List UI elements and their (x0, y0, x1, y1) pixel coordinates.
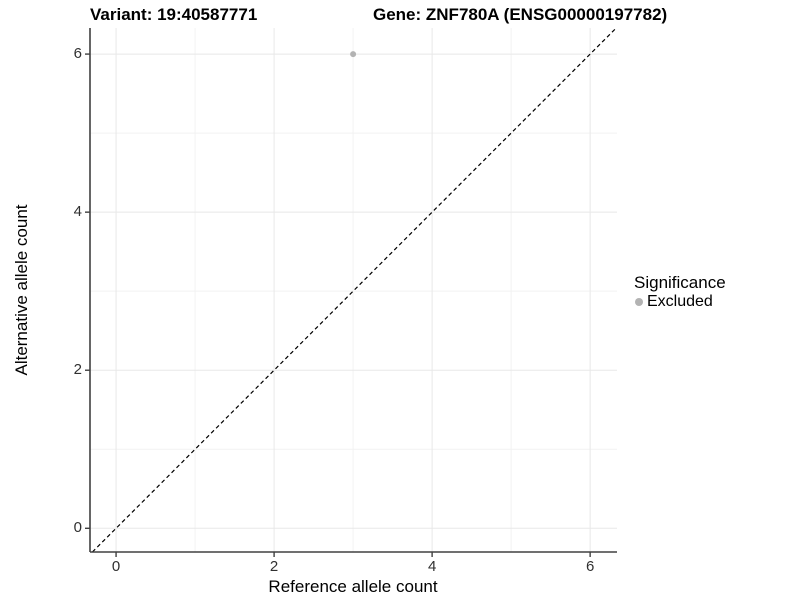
y-tick-label: 0 (73, 519, 82, 537)
x-tick-label: 0 (111, 558, 121, 575)
legend-entry-label: Excluded (647, 293, 713, 310)
identity-reference-line (91, 27, 617, 553)
legend-entry-excluded: Excluded (635, 293, 713, 310)
y-tick-label: 4 (73, 203, 82, 221)
y-axis-title: Alternative allele count (12, 204, 31, 376)
y-tick-label: 2 (73, 361, 82, 379)
x-tick-label: 2 (269, 558, 279, 575)
data-point (350, 51, 357, 58)
x-tick-label: 6 (585, 558, 595, 575)
x-axis-title: Reference allele count (268, 577, 438, 596)
excluded-point-icon (635, 297, 643, 306)
legend-title: Significance (634, 273, 726, 292)
gene-title: Gene: ZNF780A (ENSG00000197782) (373, 5, 668, 24)
variant-title: Variant: 19:40587771 (90, 5, 258, 24)
x-tick-label: 4 (427, 558, 437, 575)
y-tick-label: 6 (73, 45, 82, 63)
